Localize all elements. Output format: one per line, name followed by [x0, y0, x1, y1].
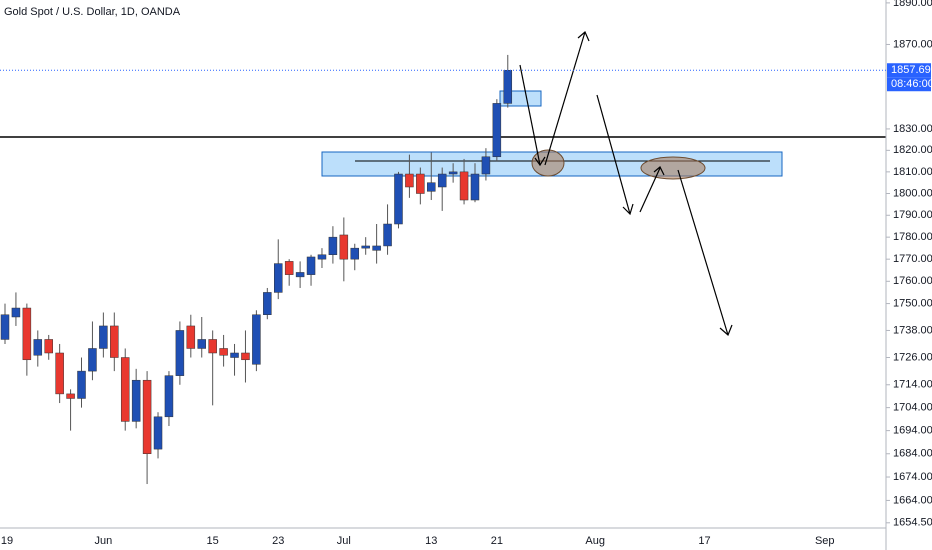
ellipse: [531, 149, 565, 177]
y-tick-label: 1830.000: [893, 123, 932, 135]
x-tick-label: 15: [207, 535, 219, 547]
candle-body: [175, 330, 185, 376]
candle-body: [437, 173, 447, 188]
candle-body: [306, 256, 316, 275]
candle-body: [317, 254, 327, 260]
candle-body: [448, 171, 458, 175]
y-tick-label: 1750.000: [893, 297, 932, 309]
candle-body: [252, 314, 261, 365]
candle-body: [470, 173, 480, 201]
y-tick-label: 1714.000: [893, 379, 932, 391]
arrow: [639, 167, 661, 213]
candle-body: [0, 314, 10, 340]
ellipse: [640, 156, 706, 180]
candle-body: [372, 245, 381, 251]
y-tick-label: 1870.000: [893, 38, 932, 50]
candle-body: [131, 379, 141, 422]
arrow-head: [719, 324, 733, 337]
x-tick-label: Jun: [94, 535, 112, 547]
candle-body: [142, 379, 152, 455]
last-price-label: 1857.699: [891, 64, 932, 76]
candle-body: [339, 234, 349, 260]
chart-title: Gold Spot / U.S. Dollar, 1D, OANDA: [4, 6, 181, 18]
y-tick-label: 1726.000: [893, 351, 932, 363]
candle-body: [77, 370, 86, 399]
candle-body: [120, 357, 130, 422]
candle-body: [394, 173, 403, 225]
candle-body: [427, 182, 436, 192]
arrow: [596, 94, 631, 215]
y-tick-label: 1800.000: [893, 187, 932, 199]
y-tick-label: 1694.000: [893, 425, 932, 437]
x-tick-label: Sep: [815, 535, 835, 547]
arrow-head: [622, 203, 634, 216]
candle-body: [186, 325, 196, 349]
candle-body: [219, 348, 228, 356]
candle-body: [66, 393, 75, 399]
drawings: [0, 31, 886, 337]
candle-body: [197, 339, 206, 349]
arrow-head: [534, 156, 546, 167]
y-tick-label: 1770.000: [893, 253, 932, 265]
y-tick-label: 1738.000: [893, 324, 932, 336]
arrow-head: [577, 31, 590, 42]
candle-body: [55, 352, 64, 395]
candle-body: [241, 352, 250, 361]
candle-body: [110, 325, 119, 358]
arrow: [544, 31, 586, 166]
candle-body: [383, 223, 392, 247]
candle-body: [230, 352, 239, 358]
y-tick-label: 1810.000: [893, 166, 932, 178]
candle-body: [416, 173, 425, 194]
x-tick-label: 13: [425, 535, 437, 547]
y-tick-label: 1890.000: [893, 0, 932, 9]
x-tick-label: Jul: [337, 535, 351, 547]
x-tick-label: Aug: [585, 535, 605, 547]
candle-body: [153, 416, 163, 450]
candle-body: [88, 348, 97, 372]
candle-body: [22, 307, 32, 361]
arrows: [519, 31, 733, 337]
candle-body: [492, 103, 502, 158]
countdown-label: 08:46:00: [891, 78, 932, 90]
y-tick-label: 1760.000: [893, 275, 932, 287]
x-tick-label: 17: [698, 535, 710, 547]
candle-body: [328, 236, 338, 256]
candle-body: [263, 292, 272, 315]
candle-body: [361, 245, 370, 249]
y-tick-label: 1664.000: [893, 494, 932, 506]
y-tick-label: 1790.000: [893, 209, 932, 221]
arrow-head: [653, 166, 665, 176]
x-tick-label: 19: [1, 535, 13, 547]
candle-body: [481, 156, 491, 175]
arrow: [677, 169, 729, 336]
y-tick-label: 1674.000: [893, 471, 932, 483]
candle-body: [99, 325, 108, 349]
candle-body: [350, 247, 360, 260]
candle-body: [11, 307, 21, 318]
y-tick-label: 1654.500: [893, 517, 932, 529]
candle-body: [208, 339, 217, 354]
candle-body: [33, 339, 43, 356]
x-tick-label: 23: [272, 535, 284, 547]
candle-body: [284, 261, 294, 275]
y-tick-label: 1780.000: [893, 231, 932, 243]
candle-body: [405, 173, 414, 188]
arrow: [519, 64, 541, 166]
candle-body: [459, 171, 469, 201]
candle-body: [44, 339, 53, 354]
last-price-box: [887, 63, 931, 78]
candle-body: [295, 272, 305, 278]
x-tick-label: 21: [491, 535, 503, 547]
y-tick-label: 1704.000: [893, 402, 932, 414]
candle-body: [164, 375, 174, 418]
y-tick-label: 1820.000: [893, 144, 932, 156]
y-tick-label: 1684.000: [893, 448, 932, 460]
countdown-box: [887, 77, 931, 92]
candle-body: [503, 69, 513, 104]
candle-body: [274, 263, 283, 293]
